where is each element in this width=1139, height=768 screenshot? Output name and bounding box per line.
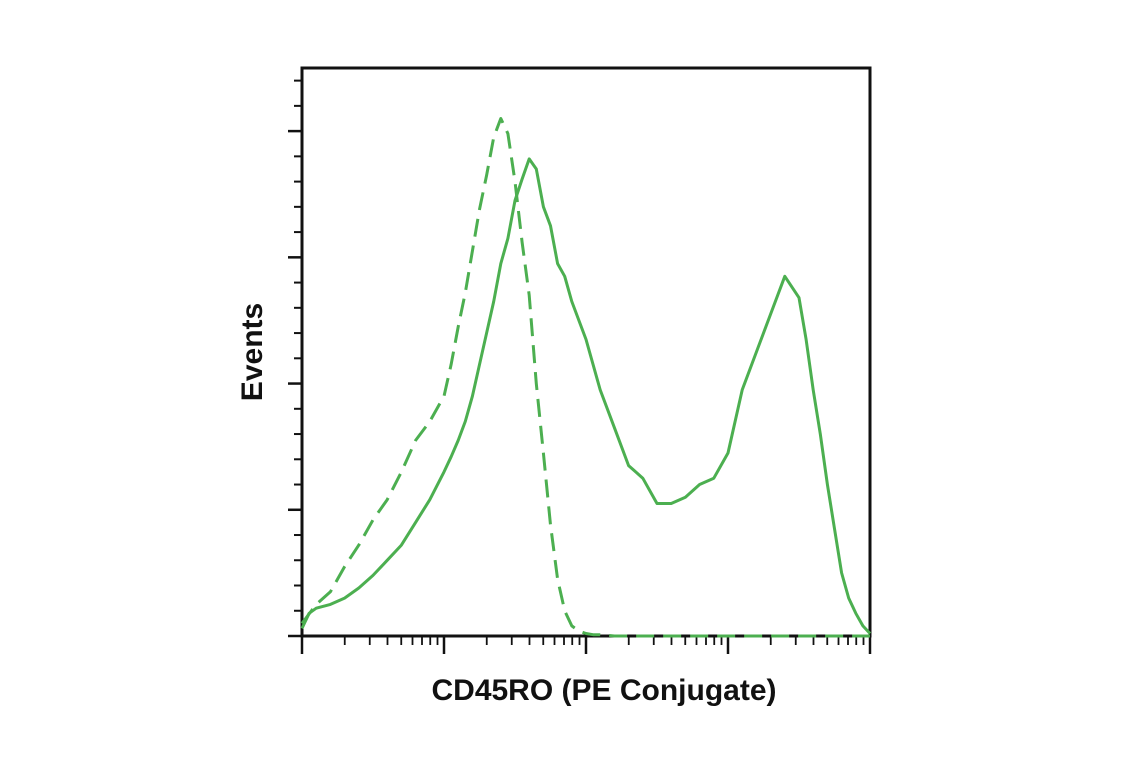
plot-frame (300, 66, 872, 638)
x-axis-ticks (300, 636, 872, 654)
isotype-control-line (300, 117, 870, 638)
series-layer (300, 117, 872, 638)
y-axis-ticks (288, 79, 302, 638)
stained-sample-line (300, 157, 872, 635)
y-axis-title: Events (236, 303, 269, 401)
x-axis-title: CD45RO (PE Conjugate) (431, 674, 776, 707)
